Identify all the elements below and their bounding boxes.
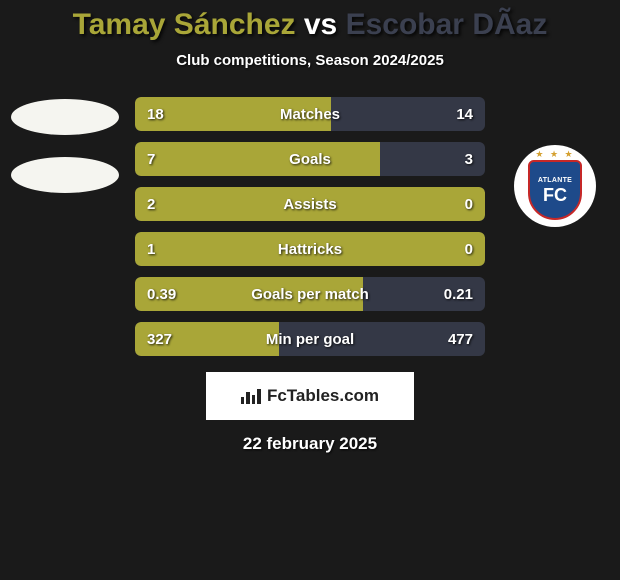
stat-label: Assists xyxy=(135,196,485,213)
club-name: ATLANTE xyxy=(538,177,572,184)
stat-right-value: 477 xyxy=(448,331,473,348)
date-label: 22 february 2025 xyxy=(243,434,377,454)
stat-label: Matches xyxy=(135,106,485,123)
club-fc: FC xyxy=(543,186,567,204)
attribution-text: FcTables.com xyxy=(267,386,379,406)
right-badges-column: ATLANTE FC xyxy=(495,97,615,227)
stat-bar: 1Hattricks0 xyxy=(135,232,485,266)
stat-right-value: 14 xyxy=(456,106,473,123)
stat-bar: 18Matches14 xyxy=(135,97,485,131)
title-vs: vs xyxy=(304,8,337,41)
stat-bars: 18Matches14 7Goals3 2Assists0 1Hattricks0 0.… xyxy=(135,97,485,356)
club-logo-placeholder xyxy=(11,157,119,193)
subtitle: Club competitions, Season 2024/2025 xyxy=(176,52,444,69)
stat-right-value: 0 xyxy=(465,196,473,213)
stat-right-value: 0 xyxy=(465,241,473,258)
bar-chart-icon xyxy=(241,388,261,404)
club-badge-atlante: ATLANTE FC xyxy=(514,145,596,227)
page-title: Tamay Sánchez vs Escobar DÃaz xyxy=(73,8,548,42)
title-player1: Tamay Sánchez xyxy=(73,8,296,41)
stat-right-value: 3 xyxy=(465,151,473,168)
stat-label: Hattricks xyxy=(135,241,485,258)
stat-bar: 0.39Goals per match0.21 xyxy=(135,277,485,311)
attribution-banner: FcTables.com xyxy=(206,372,414,420)
main-row: 18Matches14 7Goals3 2Assists0 1Hattricks0 0.… xyxy=(0,97,620,356)
stat-label: Goals xyxy=(135,151,485,168)
stat-label: Goals per match xyxy=(135,286,485,303)
stat-right-value: 0.21 xyxy=(444,286,473,303)
stat-bar: 7Goals3 xyxy=(135,142,485,176)
stat-bar: 327Min per goal477 xyxy=(135,322,485,356)
shield-icon: ATLANTE FC xyxy=(528,160,582,220)
infographic-root: Tamay Sánchez vs Escobar DÃaz Club compe… xyxy=(0,0,620,454)
title-player2: Escobar DÃaz xyxy=(346,8,548,41)
stat-bar: 2Assists0 xyxy=(135,187,485,221)
left-badges-column xyxy=(5,97,125,193)
stat-label: Min per goal xyxy=(135,331,485,348)
player-photo-placeholder xyxy=(11,99,119,135)
